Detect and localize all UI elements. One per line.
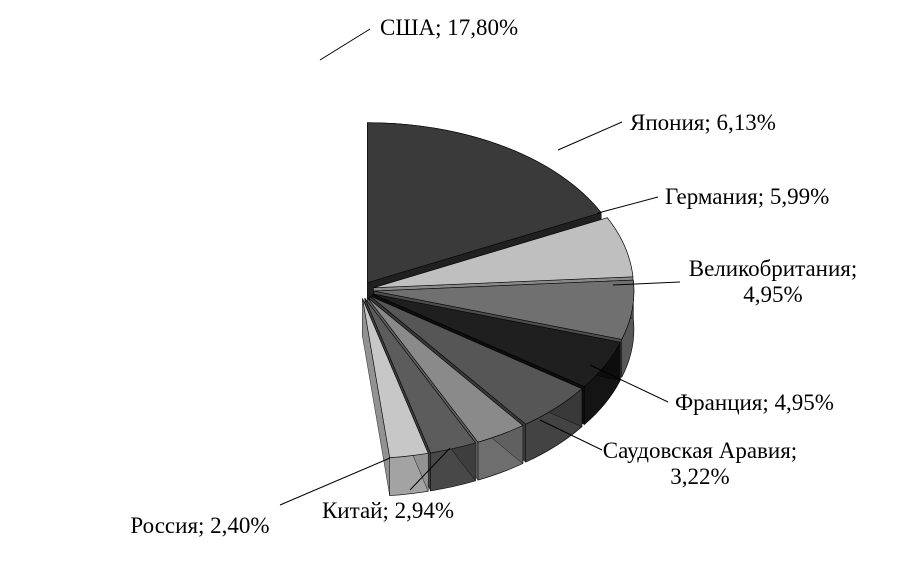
- label-japan: Япония; 6,13%: [630, 110, 776, 136]
- leader-japan: [558, 122, 622, 150]
- leader-germany: [598, 197, 658, 213]
- label-france: Франция; 4,95%: [675, 390, 834, 416]
- label-germany: Германия; 5,99%: [665, 184, 829, 210]
- label-saudi: Саудовская Аравия;3,22%: [603, 438, 797, 491]
- label-uk: Великобритания;4,95%: [689, 256, 857, 309]
- pie-chart-3d: США; 17,80% Япония; 6,13% Германия; 5,99% В…: [0, 0, 920, 579]
- leader-usa: [320, 29, 370, 60]
- label-russia: Россия; 2,40%: [130, 513, 269, 539]
- label-china: Китай; 2,94%: [322, 498, 454, 524]
- label-usa: США; 17,80%: [380, 15, 518, 41]
